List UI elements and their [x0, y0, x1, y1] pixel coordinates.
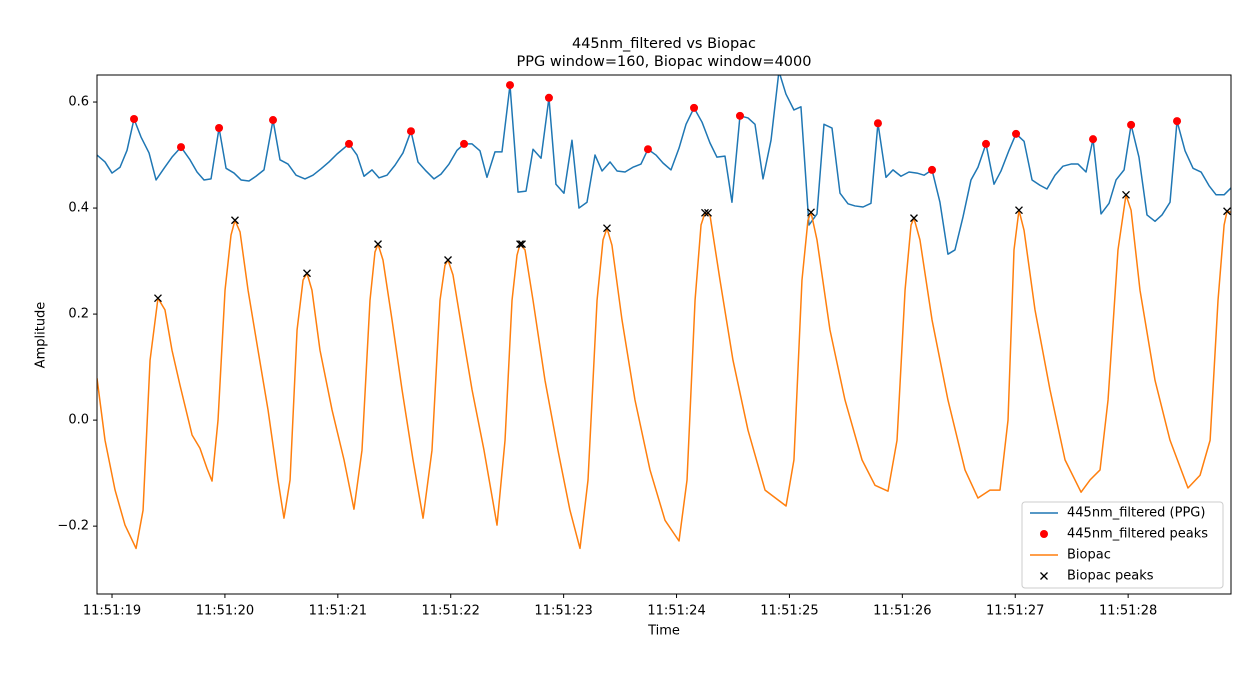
peak-dot — [735, 111, 744, 120]
axes-frame — [96, 74, 1232, 595]
series-line — [97, 75, 1231, 255]
peak-dot — [1127, 120, 1136, 129]
chart-title: 445nm_filtered vs Biopac — [572, 36, 756, 52]
peak-cross — [518, 240, 526, 249]
x-tick-label: 11:51:23 — [534, 604, 592, 619]
x-tick-label: 11:51:26 — [873, 604, 931, 619]
peak-dot — [130, 115, 139, 124]
legend-label: 445nm_filtered peaks — [1067, 527, 1208, 542]
plot-area — [97, 75, 1231, 550]
legend-box — [1021, 501, 1224, 589]
peak-dot — [544, 93, 553, 102]
x-tick-label: 11:51:20 — [196, 604, 254, 619]
peak-cross — [704, 208, 712, 217]
peak-dot — [215, 124, 224, 133]
peak-cross — [374, 240, 382, 249]
peak-cross — [303, 269, 311, 278]
legend-label: Biopac — [1067, 548, 1111, 563]
peak-cross — [154, 294, 162, 303]
x-tick-label: 11:51:24 — [647, 604, 705, 619]
x-tick-label: 11:51:27 — [986, 604, 1044, 619]
peak-dot — [460, 139, 469, 148]
y-tick-label: 0.2 — [68, 307, 89, 322]
x-tick-label: 11:51:21 — [309, 604, 367, 619]
x-tick-label: 11:51:19 — [83, 604, 141, 619]
peak-dot — [406, 127, 415, 136]
peak-cross — [910, 214, 918, 223]
peak-cross — [603, 224, 611, 233]
peak-dot — [345, 139, 353, 148]
legend-handle — [1040, 530, 1048, 538]
legend-label: Biopac peaks — [1067, 569, 1154, 584]
x-axis-label: Time — [647, 624, 680, 639]
peak-cross — [1223, 207, 1231, 216]
peak-cross — [1122, 190, 1130, 199]
legend-handle — [1040, 572, 1048, 580]
peak-dot — [1012, 129, 1021, 138]
x-tick-label: 11:51:25 — [760, 604, 818, 619]
y-tick-label: 0.4 — [68, 201, 89, 216]
peak-dot — [1089, 135, 1098, 144]
x-tick-label: 11:51:22 — [422, 604, 480, 619]
peak-cross — [516, 240, 525, 249]
y-axis-label: Amplitude — [34, 302, 49, 369]
legend-label: 445nm_filtered (PPG) — [1067, 506, 1205, 521]
peak-dot — [177, 143, 185, 152]
peak-cross — [807, 208, 815, 217]
peak-cross — [701, 208, 709, 217]
peak-dot — [690, 103, 699, 112]
chart-subtitle: PPG window=160, Biopac window=4000 — [517, 54, 812, 70]
peak-dot — [1173, 117, 1182, 126]
peak-dot — [643, 145, 652, 154]
peak-dot — [506, 81, 514, 90]
x-tick-label: 11:51:28 — [1099, 604, 1157, 619]
peak-cross — [444, 256, 452, 264]
peak-cross — [1015, 206, 1023, 215]
peak-dot — [873, 119, 882, 128]
y-tick-label: 0.0 — [68, 413, 89, 428]
peak-cross — [231, 216, 239, 225]
y-tick-label: −0.2 — [57, 519, 89, 534]
peak-dot — [928, 165, 937, 174]
peak-dot — [982, 139, 990, 148]
y-tick-label: 0.6 — [68, 95, 89, 110]
peak-dot — [269, 116, 278, 125]
